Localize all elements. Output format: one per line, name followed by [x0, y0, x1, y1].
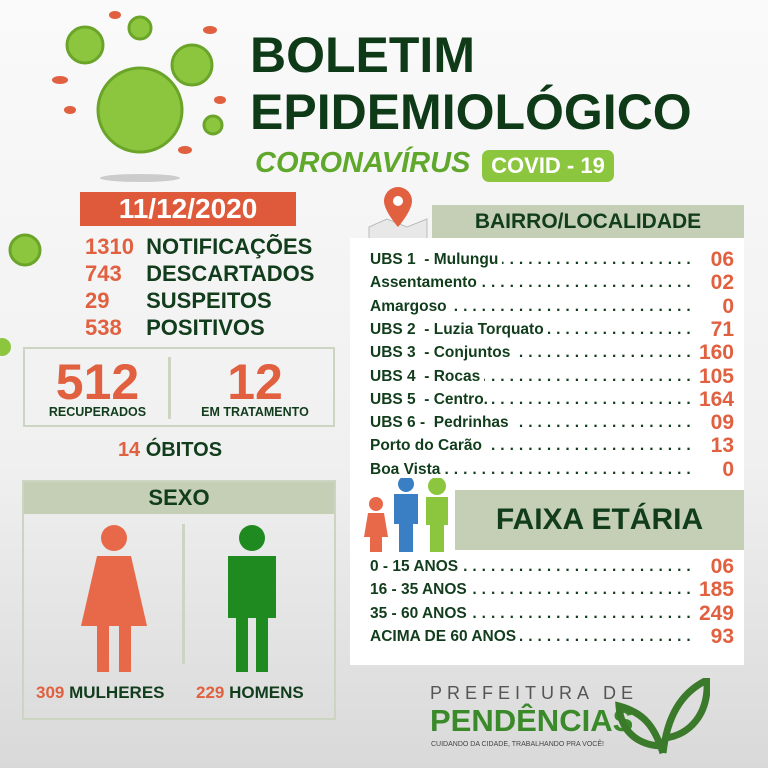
row-value: 93 — [710, 624, 734, 648]
recovered-value: 512 — [55, 354, 140, 410]
row-value: 0 — [722, 294, 734, 318]
row-value: 02 — [710, 271, 734, 295]
stat-notificacoes: 1310 NOTIFICAÇÕES — [85, 234, 313, 259]
logo-tagline: CUIDANDO DA CIDADE, TRABALHANDO PRA VOCÊ… — [431, 741, 604, 748]
bairro-row: ........................................… — [370, 434, 740, 457]
sexo-title: SEXO — [24, 482, 334, 514]
map-pin-icon — [368, 187, 428, 245]
row-label: UBS 3 - Conjuntos — [370, 344, 515, 362]
bairro-row: ........................................… — [370, 318, 740, 341]
row-label: 35 - 60 ANOS — [370, 604, 471, 622]
virus-icon — [0, 338, 11, 356]
row-label: Amargoso — [370, 297, 451, 315]
divider — [182, 524, 185, 664]
row-value: 164 — [698, 387, 734, 411]
row-value: 09 — [710, 411, 734, 435]
stat-suspeitos: 29 SUSPEITOS — [85, 288, 272, 313]
row-value: 06 — [710, 555, 734, 578]
row-label: 16 - 35 ANOS — [370, 581, 471, 599]
men-count: 229 HOMENS — [196, 683, 304, 702]
virus-icon — [8, 233, 42, 267]
bairro-title: BAIRRO/LOCALIDADE — [432, 205, 744, 238]
treatment-label: EM TRATAMENTO — [201, 405, 309, 419]
bairro-row: ........................................… — [370, 295, 740, 318]
row-value: 160 — [698, 341, 734, 365]
faixa-title: FAIXA ETÁRIA — [455, 490, 744, 550]
subtitle: CORONAVÍRUS — [255, 147, 471, 179]
recovered-label: RECUPERADOS — [48, 405, 147, 419]
stat-positivos: 538 POSITIVOS — [85, 315, 265, 340]
bairro-panel: ........................................… — [350, 238, 744, 665]
faixa-row: ........................................… — [370, 625, 740, 648]
date-banner: 11/12/2020 — [80, 192, 296, 226]
row-value: 13 — [710, 434, 734, 458]
row-label: UBS 4 - Rocas — [370, 367, 485, 385]
row-label: Assentamento — [370, 274, 481, 292]
bairro-row: ........................................… — [370, 271, 740, 294]
faixa-row: ........................................… — [370, 578, 740, 601]
faixa-row: ........................................… — [370, 555, 740, 578]
row-label: UBS 6 - Pedrinhas — [370, 414, 513, 432]
bairro-row: ........................................… — [370, 411, 740, 434]
row-value: 105 — [698, 364, 734, 388]
dot-leader: ........................................ — [370, 460, 692, 478]
faixa-row: ........................................… — [370, 602, 740, 625]
logo-line2: PENDÊNCIAS — [430, 703, 634, 738]
title-line2: EPIDEMIOLÓGICO — [250, 84, 692, 140]
row-value: 06 — [710, 248, 734, 271]
row-value: 0 — [722, 457, 734, 481]
virus-illustration — [52, 11, 226, 182]
male-icon — [228, 525, 276, 672]
row-value: 71 — [710, 317, 734, 341]
row-label: Porto do Carão — [370, 437, 486, 455]
row-value: 185 — [698, 578, 734, 602]
recovery-box: 512 RECUPERADOS 12 EM TRATAMENTO — [23, 347, 335, 427]
row-label: 0 - 15 ANOS — [370, 558, 463, 575]
treatment-value: 12 — [227, 354, 283, 410]
female-icon — [81, 525, 147, 672]
divider — [168, 357, 171, 419]
title-line1: BOLETIM — [250, 27, 475, 83]
stat-descartados: 743 DESCARTADOS — [85, 261, 315, 286]
bairro-row: ........................................… — [370, 341, 740, 364]
deaths: 14 ÓBITOS — [117, 439, 223, 461]
bairro-row: ........................................… — [370, 248, 740, 271]
bairro-row: ........................................… — [370, 458, 740, 481]
row-label: UBS 2 - Luzia Torquato — [370, 320, 548, 338]
bairro-row: ........................................… — [370, 365, 740, 388]
row-label: UBS 1 - Mulungu — [370, 251, 503, 268]
bairro-row: ........................................… — [370, 388, 740, 411]
age-groups-icon — [364, 476, 448, 552]
covid-badge: COVID - 19 — [482, 150, 614, 182]
row-label: UBS 5 - Centro. — [370, 390, 492, 408]
row-label: Boa Vista — [370, 460, 445, 478]
row-value: 249 — [698, 601, 734, 625]
leaf-logo-icon — [615, 678, 710, 755]
women-count: 309 MULHERES — [36, 683, 165, 702]
logo-line1: PREFEITURA DE — [430, 683, 639, 703]
sexo-panel: SEXO 309 MULHERES 229 HOMENS — [22, 480, 336, 720]
row-label: ACIMA DE 60 ANOS — [370, 627, 521, 645]
